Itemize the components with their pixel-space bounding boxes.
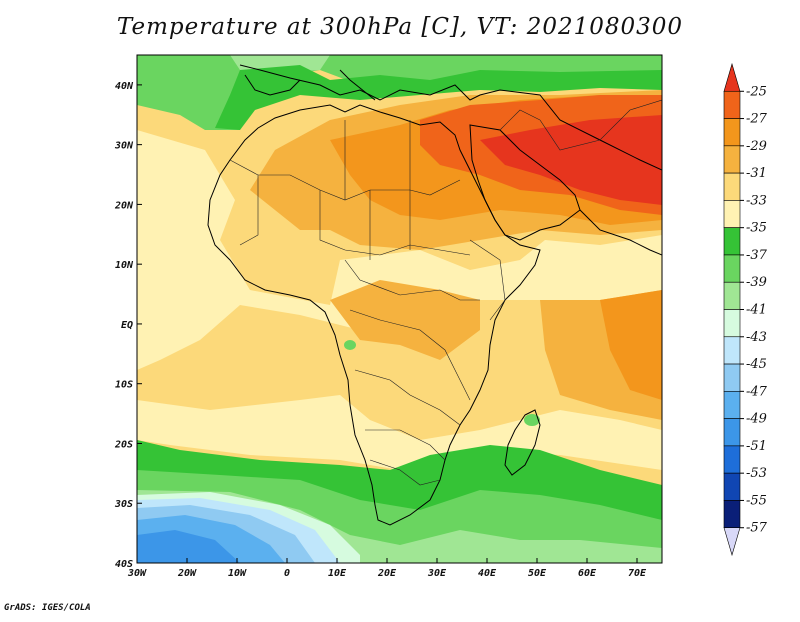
iberia-coastline (244, 74, 301, 96)
lat-tick-label: 20N (114, 200, 134, 211)
colorbar-label: -37 (746, 248, 768, 263)
border-line (499, 109, 541, 131)
colorbar-label: -47 (746, 384, 768, 399)
country-borders (229, 99, 662, 486)
lon-tick-label: 70E (628, 568, 647, 579)
colorbar-label: -27 (746, 112, 768, 127)
lon-tick-label: 30W (127, 568, 147, 579)
lon-tick-label: 40E (478, 568, 497, 579)
border-line (319, 190, 471, 256)
coastlines (207, 64, 662, 526)
colorbar-label: -33 (746, 193, 767, 208)
colorbar-label: -49 (746, 412, 767, 427)
colorbar-label: -53 (746, 466, 767, 481)
colorbar-label: -51 (746, 439, 767, 454)
lon-tick-label: 10E (328, 568, 347, 579)
colorbar-swatch (723, 118, 741, 147)
colorbar-label: -43 (746, 330, 767, 345)
colorbar-swatch (723, 309, 741, 338)
madagascar-coastline (504, 409, 541, 476)
colorbar-label: -57 (746, 521, 768, 536)
temperature-field (137, 55, 662, 563)
border-line (229, 159, 259, 246)
colorbar-swatch (723, 500, 741, 529)
colorbar-swatch (723, 363, 741, 392)
colorbar-swatch (723, 254, 741, 283)
field-green-spot (344, 340, 356, 350)
border-line (344, 259, 480, 301)
colorbar-swatch (723, 418, 741, 447)
lat-tick-label: 10N (115, 260, 134, 271)
asia-coast (579, 209, 662, 256)
colorbar-label: -31 (746, 166, 767, 181)
field-dark-orange-sw-asia (600, 290, 662, 400)
lon-tick-label: 20E (377, 568, 397, 579)
colorbar-swatch (723, 172, 741, 201)
border-line (469, 239, 506, 321)
colorbar-label: -25 (746, 84, 767, 99)
colorbar-swatch (723, 227, 741, 256)
colorbar-label: -35 (746, 221, 767, 236)
arabia-coastline (469, 124, 581, 241)
longitude-ticks: 30W 20W 10W 0 10E 20E 30E 40E 50E 60E 70E (127, 558, 647, 579)
border-line (539, 99, 662, 151)
border-line (369, 459, 441, 486)
lon-tick-label: 20W (177, 568, 197, 579)
lat-tick-label: 40S (115, 559, 133, 570)
colorbar-label: -39 (746, 275, 767, 290)
lon-tick-label: 30E (427, 568, 447, 579)
colorbar-swatch (723, 445, 741, 474)
lat-tick-label: 30S (114, 499, 133, 510)
border-line (354, 369, 461, 426)
field-hot-core (480, 115, 662, 205)
lat-tick-label: 20S (114, 439, 133, 450)
field-green-spot-madagascar (524, 414, 540, 426)
colorbar-swatch (723, 281, 741, 310)
colorbar-label: -55 (746, 493, 767, 508)
colorbar-swatch (723, 145, 741, 174)
colorbar-swatch (723, 472, 741, 501)
field-cold-deep-blue (137, 530, 240, 563)
lat-tick-label: 30N (114, 141, 134, 152)
colorbar-swatch (723, 391, 741, 419)
lon-tick-label: 10W (228, 568, 247, 579)
credit-text: GrADS: IGES/COLA (4, 603, 91, 613)
lon-tick-label: 60E (578, 568, 597, 579)
colorbar-swatch (723, 336, 741, 365)
colorbar-label: -29 (746, 139, 767, 154)
colorbar: -25 -27 -29 -31 -33 -35 -37 -39 -41 -43 -45 -47 -49 -… (723, 62, 768, 557)
colorbar-label: -41 (746, 303, 767, 318)
lon-tick-label: 50E (528, 568, 547, 579)
chart-title: Temperature at 300hPa [C], VT: 202108030… (116, 14, 684, 40)
colorbar-swatch (723, 62, 741, 92)
colorbar-swatch (723, 200, 741, 228)
colorbar-swatch (723, 90, 741, 119)
colorbar-swatch (723, 527, 741, 557)
lat-tick-label: 10S (115, 380, 133, 391)
field-orange-central (330, 280, 480, 360)
colorbar-label: -45 (746, 357, 767, 372)
border-line (258, 174, 461, 201)
border-line (365, 429, 446, 461)
map-frame (136, 54, 663, 564)
border-line (349, 309, 471, 401)
lon-tick-label: 0 (284, 568, 290, 579)
africa-coastline (207, 104, 541, 526)
field-green-north-dark (215, 65, 662, 130)
latitude-ticks: 40N 30N 20N 10N EQ 10S 20S 30S 40S (114, 81, 142, 570)
italy-coastline (339, 69, 376, 101)
lat-tick-label: EQ (121, 320, 133, 331)
lat-tick-label: 40N (115, 81, 134, 92)
europe-coastline (239, 64, 662, 171)
border-line (344, 120, 411, 260)
